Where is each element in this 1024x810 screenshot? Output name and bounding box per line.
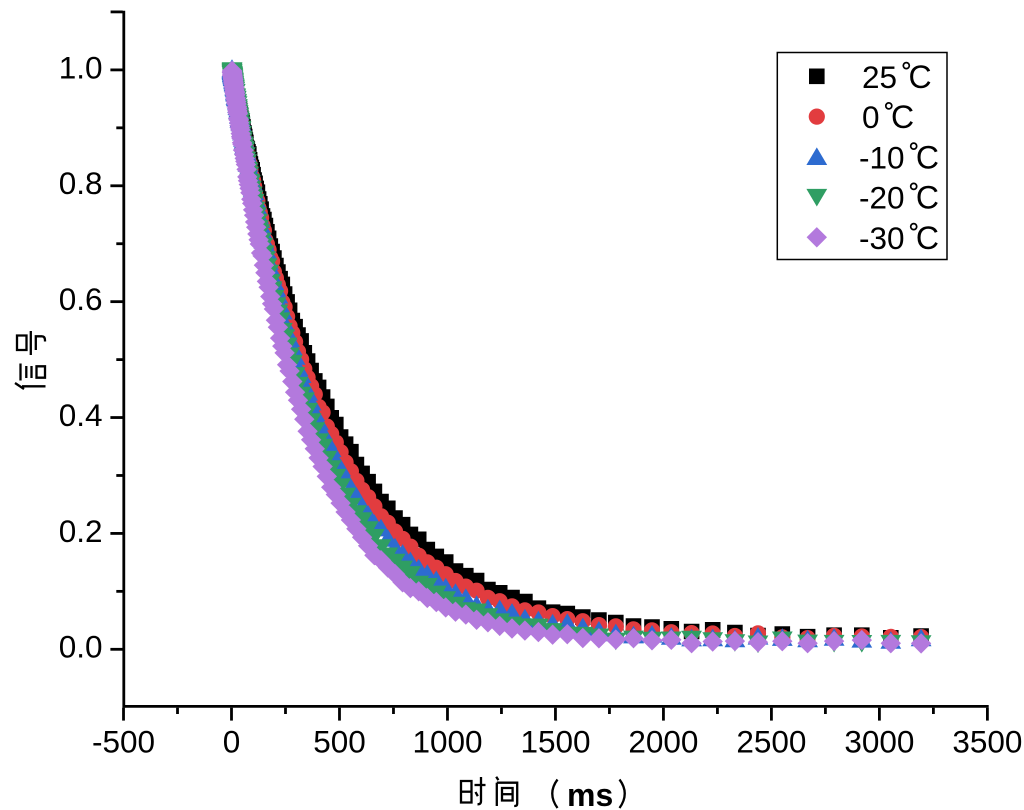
svg-text:500: 500 [313, 724, 366, 760]
svg-text:-500: -500 [92, 724, 155, 760]
svg-text:C: C [909, 59, 932, 95]
svg-text:3000: 3000 [844, 724, 914, 760]
svg-text:-30: -30 [859, 220, 905, 256]
svg-text:C: C [891, 99, 914, 135]
svg-text:C: C [916, 220, 939, 256]
svg-text:25: 25 [862, 59, 897, 95]
svg-text:2000: 2000 [628, 724, 698, 760]
svg-text:0.4: 0.4 [59, 397, 103, 433]
svg-text:1500: 1500 [520, 724, 590, 760]
svg-text:C: C [916, 180, 939, 216]
svg-text:0.8: 0.8 [59, 165, 103, 201]
svg-text:1.0: 1.0 [59, 49, 103, 85]
svg-text:0.2: 0.2 [59, 513, 103, 549]
svg-text:C: C [916, 139, 939, 175]
svg-text:0.6: 0.6 [59, 281, 103, 317]
svg-text:ms: ms [567, 777, 613, 810]
svg-text:3500: 3500 [952, 724, 1022, 760]
svg-text:0.0: 0.0 [59, 629, 103, 665]
svg-text:-20: -20 [859, 180, 905, 216]
svg-text:2500: 2500 [736, 724, 806, 760]
svg-text:1000: 1000 [412, 724, 482, 760]
svg-text:0: 0 [223, 724, 241, 760]
svg-text:-10: -10 [859, 139, 905, 175]
svg-text:0: 0 [862, 99, 880, 135]
